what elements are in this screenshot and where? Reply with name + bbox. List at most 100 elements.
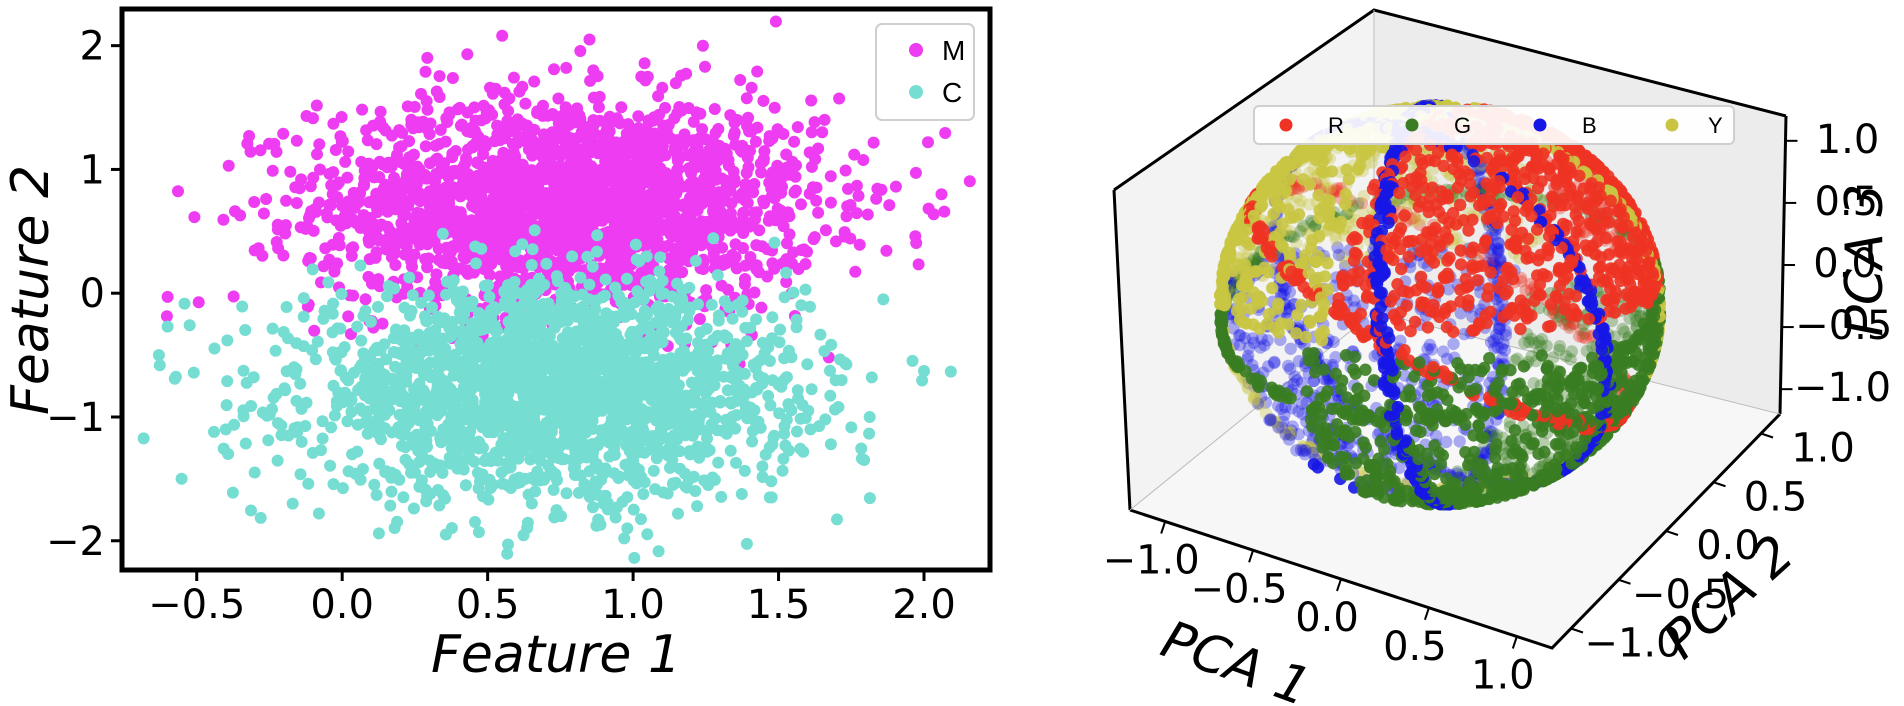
data-point-m	[484, 81, 496, 94]
data-point-c	[736, 294, 749, 307]
data-point-c	[726, 312, 739, 325]
data-point-m	[724, 177, 737, 190]
data-point-c	[634, 513, 647, 526]
data-point-c	[512, 335, 525, 348]
data-point-c	[718, 295, 731, 308]
data-point-m	[861, 208, 874, 221]
data-point-c	[632, 463, 645, 476]
data-point-c	[547, 483, 560, 496]
data-point-c	[533, 272, 545, 285]
data-point-c	[330, 400, 343, 412]
data-point-m	[217, 213, 230, 226]
data-point-m	[279, 227, 292, 240]
data-point-c	[239, 437, 252, 450]
data-point-c	[643, 435, 656, 448]
data-point-c	[590, 457, 603, 470]
data-point-m	[547, 146, 560, 159]
data-point-c	[459, 479, 472, 492]
data-point-m	[347, 289, 360, 302]
data-point-m	[850, 207, 863, 220]
data-point-c	[474, 312, 487, 325]
data-point-m	[526, 149, 539, 162]
data-point-m	[371, 190, 384, 203]
data-point-m	[635, 266, 648, 279]
data-point-c	[334, 322, 347, 335]
data-point-c	[463, 355, 476, 368]
data-point-c	[294, 468, 307, 481]
data-point-c	[183, 319, 196, 332]
chart-left-x-label: Feature 1	[431, 625, 681, 685]
data-point-c	[829, 403, 841, 416]
data-point-c	[636, 406, 649, 419]
data-point-m	[607, 152, 620, 165]
data-point-m	[172, 185, 184, 198]
data-point-m	[333, 239, 346, 252]
data-point-c	[495, 466, 508, 479]
data-point-c	[299, 420, 312, 432]
data-point-c	[524, 453, 537, 466]
data-point-m	[527, 202, 540, 215]
data-point-c	[219, 423, 232, 436]
data-point-m	[857, 154, 870, 166]
data-point-m	[307, 112, 319, 125]
data-point-c	[405, 407, 418, 420]
data-point-m	[655, 218, 668, 231]
data-point-m	[428, 234, 441, 247]
data-point-m	[558, 108, 570, 121]
data-point-c	[664, 461, 676, 474]
data-point-c	[589, 303, 602, 316]
data-point-c	[533, 382, 546, 395]
data-point-c	[589, 401, 602, 414]
data-point-c	[407, 502, 420, 515]
data-point-c	[487, 478, 499, 491]
data-point-m	[393, 141, 406, 154]
data-point-m	[755, 166, 768, 179]
data-point-c	[456, 313, 469, 326]
data-point-m	[763, 212, 776, 225]
data-point-m	[805, 126, 818, 139]
data-point-m	[313, 138, 326, 151]
data-point-m	[401, 100, 414, 113]
data-point-c	[676, 333, 689, 346]
data-point-m	[587, 189, 600, 202]
data-point-c	[543, 403, 556, 416]
data-point-c	[776, 464, 789, 477]
data-point-c	[829, 374, 842, 387]
data-point-m	[222, 159, 235, 172]
data-point-m	[782, 168, 795, 181]
data-point-c	[858, 454, 871, 466]
data-point-c	[831, 513, 843, 526]
data-point-c	[357, 347, 370, 360]
data-point-c	[759, 448, 772, 461]
data-point-m	[387, 239, 399, 252]
data-point-c	[700, 322, 713, 335]
data-point-m	[441, 205, 454, 218]
data-point-c	[221, 375, 234, 388]
data-point-m	[830, 235, 842, 248]
data-point-m	[560, 61, 573, 74]
data-point-c	[380, 465, 393, 478]
data-point-c	[824, 389, 837, 402]
data-point-c	[652, 279, 665, 292]
data-point-m	[694, 197, 707, 210]
data-point-c	[637, 488, 650, 500]
data-point-c	[487, 359, 500, 372]
data-point-c	[684, 448, 697, 461]
data-point-c	[389, 360, 402, 373]
data-point-c	[245, 504, 257, 517]
data-point-m	[909, 230, 922, 243]
data-point-m	[775, 215, 788, 228]
data-point-c	[477, 404, 490, 417]
data-point-c	[714, 396, 727, 409]
data-point-c	[721, 347, 734, 360]
data-point-m	[751, 65, 764, 78]
data-point-m	[627, 178, 640, 191]
data-point-c	[779, 439, 792, 452]
data-point-c	[424, 465, 437, 478]
data-point-m	[260, 193, 273, 205]
data-point-c	[359, 372, 372, 385]
data-point-m	[677, 180, 689, 193]
data-point-m	[659, 101, 672, 114]
data-point-m	[160, 310, 173, 323]
data-point-c	[608, 467, 621, 480]
